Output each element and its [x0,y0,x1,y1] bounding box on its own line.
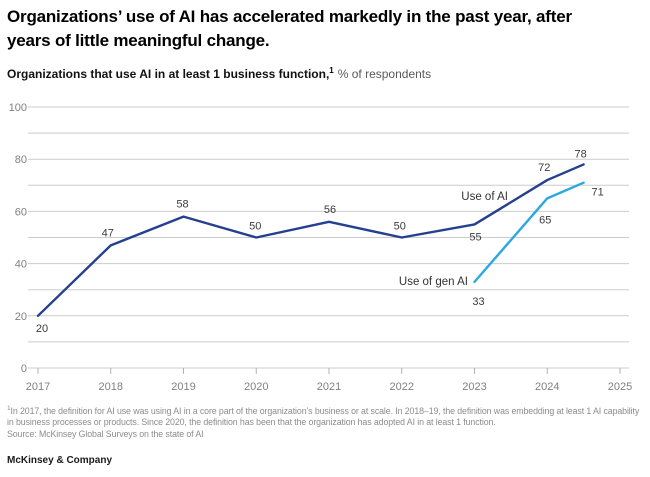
chart-subtitle: Organizations that use AI in at least 1 … [7,66,431,81]
page-title: Organizations’ use of AI has accelerated… [7,5,572,53]
page-title-line-1: Organizations’ use of AI has accelerated… [7,7,572,26]
x-axis-tick-label: 2021 [317,381,341,393]
x-axis-tick-label: 2025 [608,381,632,393]
use-of-ai-value-label: 56 [324,204,336,216]
use-of-ai-value-label: 47 [102,227,114,239]
use-of-gen-ai-value-label: 33 [472,296,484,308]
use-of-gen-ai-annotation: Use of gen AI [399,276,468,288]
use-of-ai-value-label: 50 [394,221,406,233]
footnote: 1In 2017, the definition for AI use was … [7,403,645,440]
y-axis-tick-label: 0 [21,363,27,375]
use-of-ai-value-label: 78 [575,148,587,160]
x-axis-tick-label: 2020 [244,381,268,393]
use-of-ai-value-label: 72 [538,162,550,174]
mckinsey-logo-text: McKinsey & Company [7,455,113,466]
use-of-ai-value-label: 20 [36,323,48,335]
use-of-gen-ai-value-label: 65 [539,214,551,226]
use-of-gen-ai-line [473,181,585,284]
subtitle-footnote-marker: 1 [329,66,334,75]
page-title-line-2: years of little meaningful change. [7,31,270,50]
y-axis-tick-label: 20 [15,311,27,323]
use-of-ai-value-label: 55 [469,231,481,243]
footnote-text: 1In 2017, the definition for AI use was … [7,405,640,428]
use-of-ai-line [36,163,585,318]
use-of-ai-value-label: 58 [176,199,188,211]
y-axis-tick-label: 100 [9,102,27,114]
ai-use-line-chart: 0 20 40 60 80 100 2017 2018 2019 2020 2021 2022 2023… [9,102,633,393]
chart-subtitle-unit: % of respondents [337,67,432,81]
y-axis-tick-label: 60 [15,206,27,218]
y-axis-tick-label: 40 [15,259,27,271]
footnote-marker: 1 [7,405,11,412]
y-axis-tick-label: 80 [15,154,27,166]
use-of-gen-ai-value-label: 71 [592,187,604,199]
source-line: Source: McKinsey Global Surveys on the s… [7,428,204,439]
x-axis-tick-label: 2019 [171,381,195,393]
use-of-ai-annotation: Use of AI [461,191,508,203]
x-axis-tick-label: 2022 [390,381,414,393]
x-axis-tick-label: 2023 [462,381,486,393]
use-of-ai-value-label: 50 [249,221,261,233]
x-axis-tick-label: 2017 [26,381,50,393]
chart-subtitle-bold: Organizations that use AI in at least 1 … [7,67,330,81]
x-axis-tick-label: 2018 [99,381,123,393]
x-axis-tick-label: 2024 [535,381,559,393]
